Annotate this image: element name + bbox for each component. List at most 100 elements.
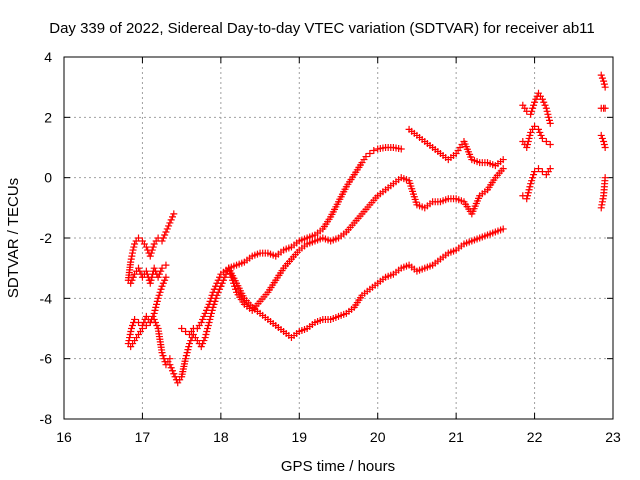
data-point-track-l (523, 195, 531, 203)
data-point-track-e (201, 334, 209, 342)
data-point-track-d (158, 349, 166, 357)
data-point-track-e (185, 340, 193, 348)
data-point-track-e (170, 370, 178, 378)
data-point-track-k (534, 125, 542, 133)
data-point-track-k (525, 134, 533, 142)
data-point-track-b (135, 264, 143, 272)
data-point-track-a (135, 234, 143, 242)
data-point-track-f (197, 318, 205, 326)
data-point-track-e (207, 312, 215, 320)
data-point-track-j (532, 95, 540, 103)
x-tick-label: 17 (135, 429, 151, 445)
data-point-track-a (129, 246, 137, 254)
data-point-track-g (219, 276, 227, 284)
data-point-track-h (499, 225, 507, 233)
data-point-track-f (199, 315, 207, 323)
data-point-track-j (545, 113, 553, 121)
data-point-track-d (153, 321, 161, 329)
data-point-track-m (600, 80, 608, 88)
data-point-track-j (543, 107, 551, 115)
data-point-track-b (158, 264, 166, 272)
data-point-track-b (136, 267, 144, 275)
data-point-track-l (534, 165, 542, 173)
data-point-track-k (546, 140, 554, 148)
data-point-track-f (202, 306, 210, 314)
data-point-track-b (154, 273, 162, 281)
y-axis-label: SDTVAR / TECUs (5, 178, 22, 298)
data-point-track-k (537, 131, 545, 139)
x-tick-label: 21 (448, 429, 464, 445)
data-point-track-c (151, 306, 159, 314)
data-point-track-a (163, 225, 171, 233)
data-point-track-k (542, 137, 550, 145)
data-point-track-c (127, 328, 135, 336)
data-point-track-d (159, 352, 167, 360)
data-point-track-a (146, 252, 154, 260)
data-point-track-f (178, 325, 186, 332)
data-point-track-f (370, 147, 378, 155)
data-point-track-b (157, 267, 165, 275)
data-point-track-e (202, 331, 210, 339)
data-point-track-a (149, 243, 157, 251)
y-tick-label: -4 (40, 290, 53, 306)
data-point-track-d (160, 355, 168, 363)
data-point-track-o (597, 131, 605, 139)
data-point-track-j (546, 119, 554, 127)
data-point-track-j (540, 98, 548, 106)
data-point-track-j (531, 98, 539, 106)
data-point-track-k (536, 128, 544, 136)
data-point-track-c (126, 331, 134, 339)
data-marks (124, 71, 609, 387)
data-point-track-d (150, 315, 158, 323)
data-point-track-e (187, 337, 195, 345)
data-point-track-a (165, 222, 173, 230)
data-point-track-g (217, 282, 225, 290)
data-point-track-m (601, 83, 609, 91)
data-point-track-f (201, 309, 209, 317)
data-point-track-m (598, 74, 606, 82)
data-point-track-c (156, 288, 164, 296)
data-point-track-g (218, 279, 226, 287)
data-point-track-f (206, 297, 214, 305)
data-point-track-j (529, 104, 537, 112)
axis-ticks: 16 17 18 19 20 21 22 23 -8 -6 -4 -2 0 2 4 (40, 49, 621, 445)
data-point-track-e (199, 340, 207, 348)
data-point-track-e (205, 318, 213, 326)
y-tick-label: -2 (40, 230, 53, 246)
data-point-track-f (208, 291, 216, 299)
data-point-track-e (200, 337, 208, 345)
data-point-track-j (530, 101, 538, 109)
x-tick-label: 19 (291, 429, 307, 445)
data-point-track-a (166, 219, 174, 227)
data-point-track-d (142, 321, 150, 329)
plot-frame (63, 56, 614, 420)
data-point-track-k (531, 122, 539, 130)
data-point-track-a (142, 243, 150, 251)
data-point-track-b (162, 261, 170, 269)
data-point-track-b (155, 270, 163, 278)
data-point-track-l (526, 183, 534, 191)
data-point-track-c (126, 334, 134, 342)
data-point-track-g (232, 285, 240, 293)
y-tick-label: -8 (40, 411, 53, 427)
data-point-track-e (182, 352, 190, 360)
data-point-track-b (129, 273, 137, 281)
data-point-track-a (168, 213, 176, 221)
data-point-track-b (147, 276, 155, 284)
data-point-track-c (152, 303, 160, 311)
data-point-track-e (203, 328, 211, 336)
data-point-track-e (167, 364, 175, 372)
data-point-track-c (155, 291, 163, 299)
data-point-track-a (161, 231, 169, 239)
data-point-track-n (601, 104, 609, 112)
data-point-track-l (530, 171, 538, 179)
data-point-track-i (499, 156, 507, 164)
data-point-track-f (362, 153, 370, 161)
data-point-track-b (146, 279, 154, 287)
data-point-track-d (166, 355, 174, 363)
data-point-track-e (171, 373, 179, 381)
data-point-track-f (204, 303, 212, 311)
data-point-track-d (152, 318, 159, 326)
chart-title: Day 339 of 2022, Sidereal Day-to-day VTE… (49, 20, 595, 37)
